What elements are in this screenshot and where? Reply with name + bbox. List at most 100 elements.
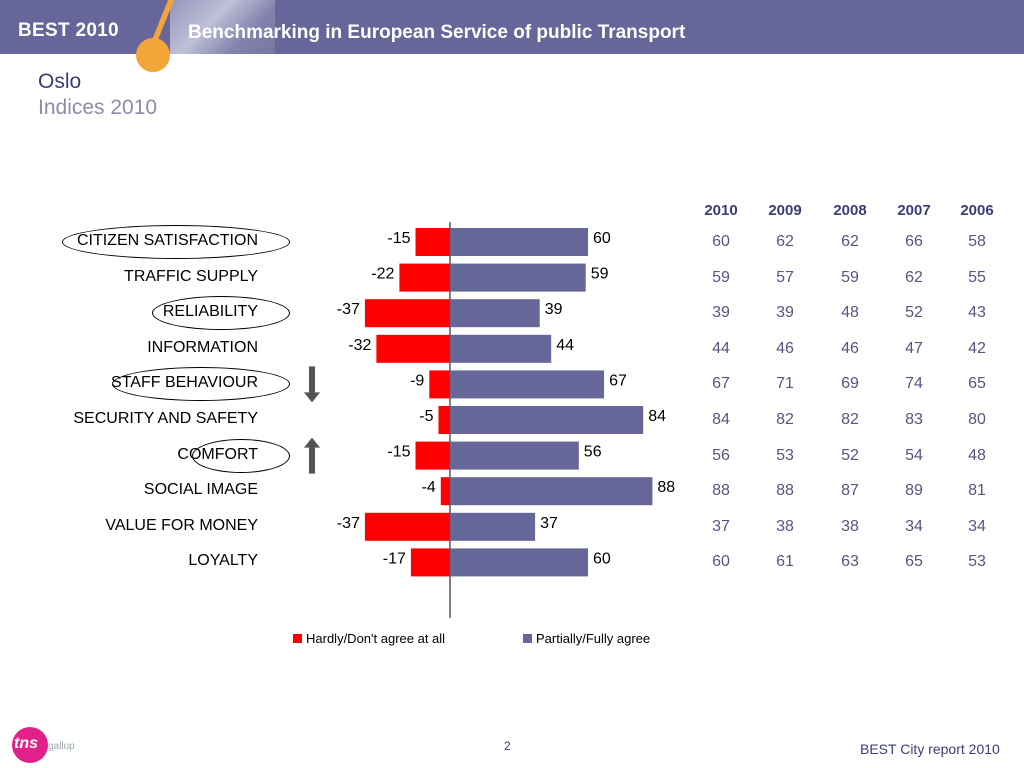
bar-disagree-comfort	[415, 441, 450, 470]
highlight-oval-staff-behaviour	[112, 367, 290, 402]
value-label-agree-security-and-safety: 84	[648, 408, 666, 425]
header-photo	[170, 0, 275, 54]
table-cell: 47	[905, 339, 923, 357]
table-cell: 59	[712, 268, 730, 286]
value-label-agree-reliability: 39	[545, 301, 563, 318]
bar-disagree-loyalty	[410, 548, 450, 577]
value-label-agree-staff-behaviour: 67	[609, 372, 627, 389]
value-label-agree-citizen-satisfaction: 60	[593, 230, 611, 247]
value-label-disagree-social-image: -4	[422, 479, 436, 496]
table-cell: 46	[841, 339, 859, 357]
bar-agree-comfort	[450, 441, 579, 470]
value-label-agree-traffic-supply: 59	[591, 266, 609, 283]
value-label-agree-loyalty: 60	[593, 550, 611, 567]
table-cell: 42	[968, 339, 986, 357]
value-label-agree-value-for-money: 37	[540, 515, 558, 532]
legend-swatch-agree	[523, 634, 532, 643]
table-cell: 87	[841, 482, 859, 500]
table-cell: 43	[968, 304, 986, 322]
table-cell: 62	[776, 233, 794, 250]
header-title: Benchmarking in European Service of publ…	[188, 22, 686, 43]
bar-agree-social-image	[450, 477, 653, 506]
table-cell: 48	[968, 446, 986, 464]
legend-label-disagree: Hardly/Don't agree at all	[306, 631, 446, 646]
table-cell: 71	[776, 375, 794, 393]
value-label-agree-comfort: 56	[584, 444, 602, 461]
bar-disagree-staff-behaviour	[429, 370, 450, 399]
table-cell: 88	[712, 482, 730, 500]
page-subtitle: Indices 2010	[38, 96, 158, 119]
table-cell: 63	[841, 553, 859, 571]
table-cell: 62	[905, 268, 923, 286]
category-label-social-image: SOCIAL IMAGE	[143, 481, 258, 499]
table-header-2007: 2007	[897, 202, 931, 219]
report-name: BEST City report 2010	[860, 741, 1000, 757]
table-header-2006: 2006	[960, 202, 994, 219]
table-cell: 34	[905, 517, 923, 535]
table-cell: 52	[841, 446, 859, 464]
category-label-loyalty: LOYALTY	[188, 552, 258, 570]
table-cell: 88	[776, 482, 794, 500]
table-cell: 57	[776, 268, 794, 286]
value-label-disagree-loyalty: -17	[383, 550, 406, 567]
table-cell: 67	[712, 375, 730, 393]
legend-swatch-disagree	[293, 634, 302, 643]
bar-disagree-citizen-satisfaction	[415, 228, 450, 256]
table-cell: 60	[712, 553, 730, 571]
bar-agree-information	[450, 334, 552, 363]
highlight-oval-citizen-satisfaction	[62, 225, 290, 259]
highlight-oval-reliability	[152, 296, 290, 331]
table-cell: 39	[712, 304, 730, 322]
table-cell: 53	[776, 446, 794, 464]
value-label-disagree-security-and-safety: -5	[419, 408, 433, 425]
table-cell: 65	[968, 375, 986, 393]
table-cell: 69	[841, 375, 859, 393]
bar-agree-reliability	[450, 299, 540, 328]
category-label-security-and-safety: SECURITY AND SAFETY	[73, 410, 258, 427]
category-label-value-for-money: VALUE FOR MONEY	[105, 516, 258, 534]
bar-disagree-social-image	[440, 477, 450, 506]
table-cell: 38	[776, 517, 794, 535]
table-cell: 48	[841, 304, 859, 322]
table-cell: 74	[905, 375, 923, 393]
table-cell: 61	[776, 553, 794, 571]
bar-disagree-value-for-money	[364, 512, 450, 541]
bar-disagree-reliability	[364, 299, 450, 328]
table-cell: 59	[841, 268, 859, 286]
page-number: 2	[504, 739, 511, 753]
legend-label-agree: Partially/Fully agree	[536, 631, 651, 646]
table-cell: 54	[905, 446, 923, 464]
table-cell: 56	[712, 446, 730, 464]
bar-agree-citizen-satisfaction	[450, 228, 588, 256]
bar-disagree-information	[376, 334, 450, 363]
table-cell: 81	[968, 482, 986, 500]
gallup-logo-text: gallup	[48, 741, 75, 752]
brand-label: BEST 2010	[18, 20, 119, 41]
table-cell: 65	[905, 553, 923, 571]
bar-disagree-security-and-safety	[438, 406, 450, 434]
bar-disagree-traffic-supply	[399, 263, 450, 292]
table-cell: 37	[712, 517, 730, 535]
table-header-2010: 2010	[704, 202, 738, 219]
table-header-2008: 2008	[833, 202, 867, 219]
table-cell: 38	[841, 517, 859, 535]
bar-agree-staff-behaviour	[450, 370, 605, 399]
table-cell: 44	[712, 339, 730, 357]
table-cell: 55	[968, 268, 986, 286]
tns-logo	[12, 727, 48, 763]
table-cell: 53	[968, 553, 986, 571]
legend-item-disagree: Hardly/Don't agree at all	[293, 631, 445, 646]
legend-item-agree: Partially/Fully agree	[523, 631, 650, 646]
table-cell: 62	[841, 233, 859, 250]
table-cell: 84	[712, 411, 730, 428]
table-cell: 80	[968, 411, 986, 428]
value-label-agree-social-image: 88	[657, 479, 675, 496]
value-label-disagree-reliability: -37	[337, 301, 360, 318]
table-cell: 46	[776, 339, 794, 357]
bar-agree-value-for-money	[450, 512, 536, 541]
table-cell: 34	[968, 517, 986, 535]
table-cell: 66	[905, 233, 923, 250]
table-cell: 83	[905, 411, 923, 428]
table-cell: 89	[905, 482, 923, 500]
